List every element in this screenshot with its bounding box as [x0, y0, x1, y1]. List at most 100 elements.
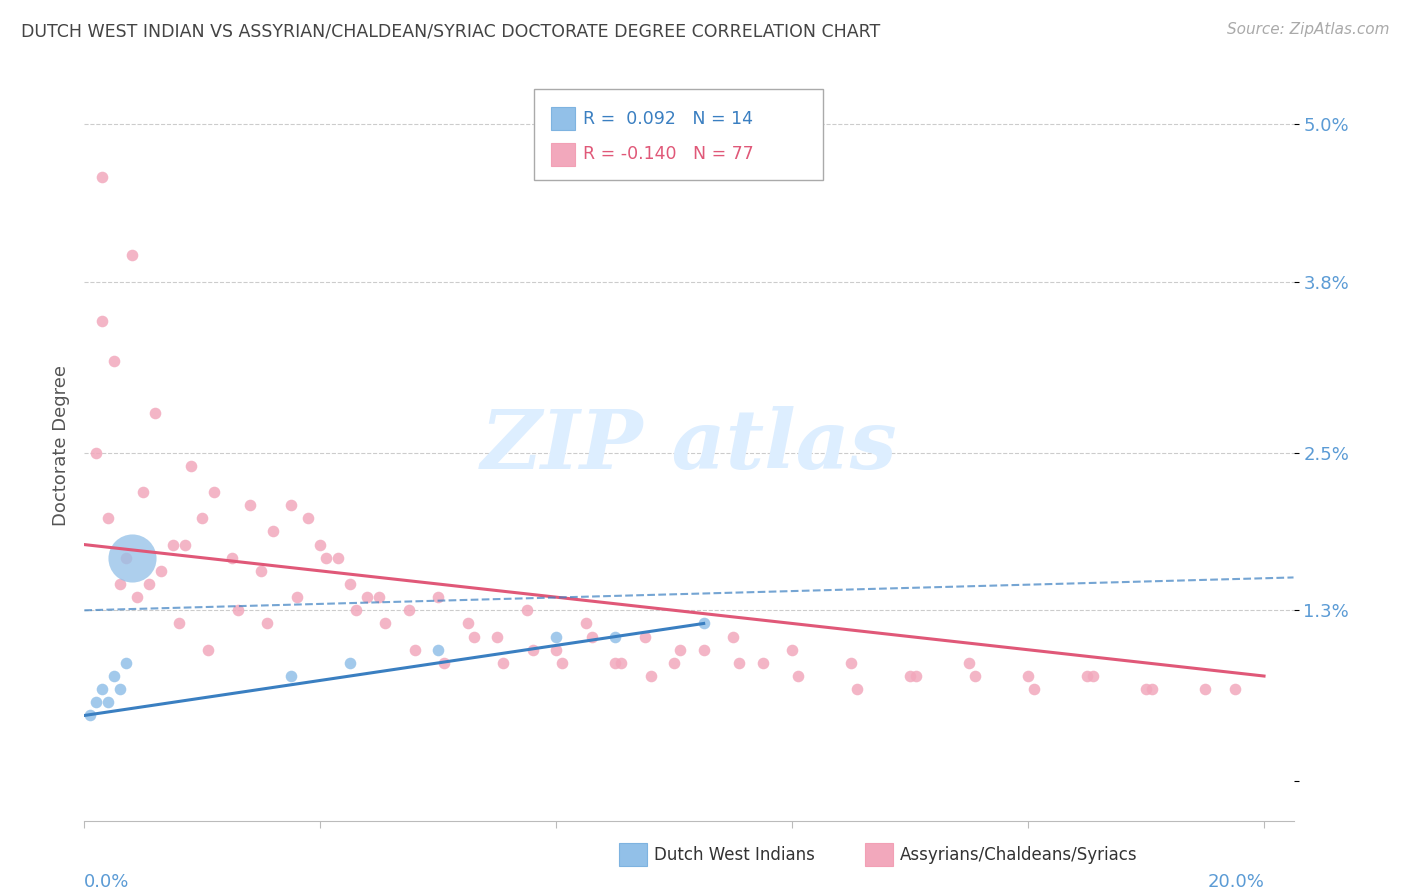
Point	[516, 603, 538, 617]
Text: 0.0%: 0.0%	[84, 873, 129, 891]
Text: DUTCH WEST INDIAN VS ASSYRIAN/CHALDEAN/SYRIAC DOCTORATE DEGREE CORRELATION CHART: DUTCH WEST INDIAN VS ASSYRIAN/CHALDEAN/S…	[21, 22, 880, 40]
Point	[546, 630, 568, 644]
Point	[202, 485, 225, 500]
Point	[787, 669, 810, 683]
Point	[221, 550, 243, 565]
Point	[433, 656, 456, 670]
Point	[173, 538, 195, 552]
Point	[839, 656, 862, 670]
Point	[492, 656, 515, 670]
Point	[79, 708, 101, 723]
Point	[132, 485, 155, 500]
Point	[339, 656, 361, 670]
Point	[97, 511, 120, 525]
Point	[522, 642, 544, 657]
Point	[1076, 669, 1098, 683]
Point	[640, 669, 662, 683]
Text: R = -0.140   N = 77: R = -0.140 N = 77	[583, 145, 754, 163]
Point	[97, 695, 120, 709]
Text: Source: ZipAtlas.com: Source: ZipAtlas.com	[1226, 22, 1389, 37]
Point	[692, 616, 714, 631]
Point	[546, 642, 568, 657]
Text: Dutch West Indians: Dutch West Indians	[654, 846, 814, 863]
Point	[1022, 682, 1045, 697]
Point	[605, 630, 627, 644]
Point	[721, 630, 744, 644]
Y-axis label: Doctorate Degree: Doctorate Degree	[52, 366, 70, 526]
Point	[957, 656, 980, 670]
Point	[226, 603, 249, 617]
Point	[197, 642, 219, 657]
Point	[551, 656, 574, 670]
Point	[427, 642, 450, 657]
Point	[1140, 682, 1163, 697]
Point	[238, 498, 260, 512]
Point	[285, 590, 308, 604]
Point	[780, 642, 803, 657]
Point	[728, 656, 751, 670]
Point	[162, 538, 184, 552]
Point	[297, 511, 319, 525]
Point	[669, 642, 692, 657]
Point	[898, 669, 921, 683]
Point	[121, 550, 143, 565]
Point	[326, 550, 349, 565]
Point	[84, 445, 107, 459]
Point	[664, 656, 686, 670]
Point	[368, 590, 391, 604]
Point	[191, 511, 214, 525]
Text: ZIP atlas: ZIP atlas	[481, 406, 897, 486]
Point	[121, 248, 143, 262]
Point	[1135, 682, 1157, 697]
Text: R =  0.092   N = 14: R = 0.092 N = 14	[583, 110, 754, 128]
Point	[256, 616, 278, 631]
Point	[280, 498, 302, 512]
Point	[486, 630, 509, 644]
Point	[398, 603, 420, 617]
Point	[127, 590, 149, 604]
Point	[846, 682, 869, 697]
Point	[138, 577, 160, 591]
Point	[143, 406, 166, 420]
Point	[315, 550, 337, 565]
Point	[91, 682, 114, 697]
Point	[751, 656, 773, 670]
Point	[963, 669, 986, 683]
Text: 20.0%: 20.0%	[1208, 873, 1264, 891]
Point	[167, 616, 190, 631]
Point	[605, 656, 627, 670]
Point	[374, 616, 396, 631]
Point	[84, 695, 107, 709]
Point	[634, 630, 657, 644]
Point	[103, 353, 125, 368]
Point	[1223, 682, 1246, 697]
Point	[114, 550, 136, 565]
Point	[692, 642, 714, 657]
Text: Assyrians/Chaldeans/Syriacs: Assyrians/Chaldeans/Syriacs	[900, 846, 1137, 863]
Point	[1194, 682, 1216, 697]
Point	[114, 656, 136, 670]
Point	[1081, 669, 1104, 683]
Point	[280, 669, 302, 683]
Point	[344, 603, 367, 617]
Point	[103, 669, 125, 683]
Point	[309, 538, 332, 552]
Point	[91, 314, 114, 328]
Point	[91, 169, 114, 184]
Point	[463, 630, 485, 644]
Point	[427, 590, 450, 604]
Point	[610, 656, 633, 670]
Point	[581, 630, 603, 644]
Point	[262, 524, 284, 539]
Point	[180, 458, 202, 473]
Point	[108, 577, 131, 591]
Point	[457, 616, 479, 631]
Point	[108, 682, 131, 697]
Point	[356, 590, 378, 604]
Point	[1017, 669, 1039, 683]
Point	[150, 564, 173, 578]
Point	[339, 577, 361, 591]
Point	[575, 616, 598, 631]
Point	[905, 669, 928, 683]
Point	[404, 642, 426, 657]
